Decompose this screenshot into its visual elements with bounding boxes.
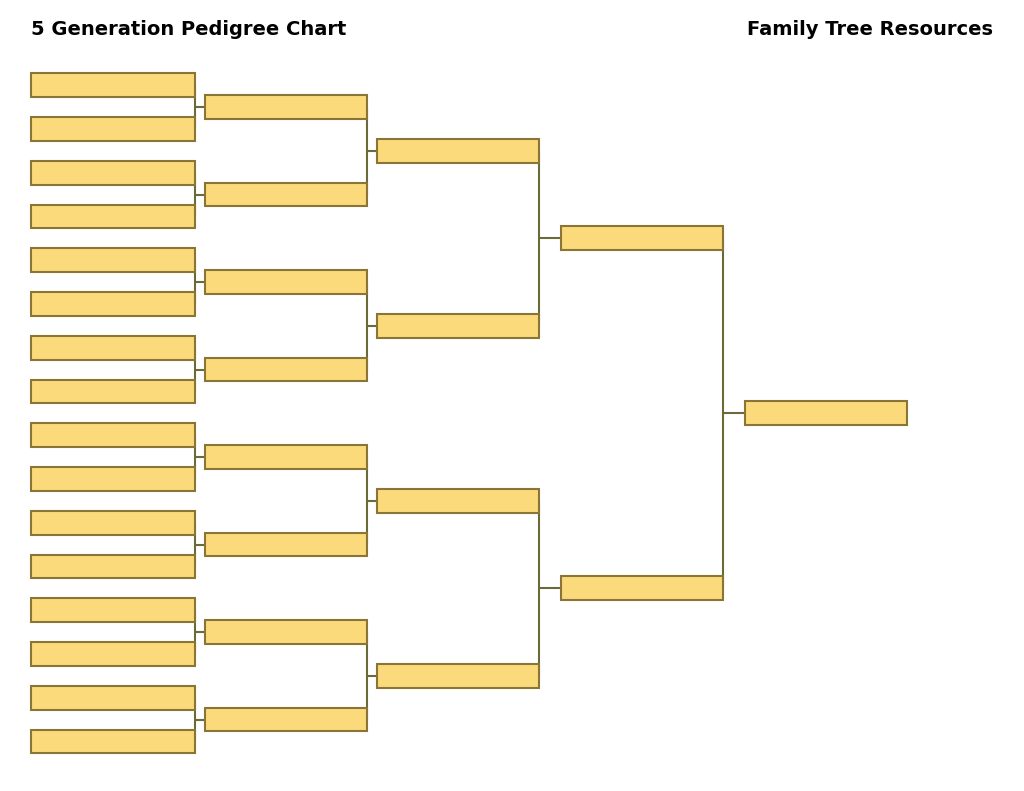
FancyBboxPatch shape <box>377 489 539 513</box>
FancyBboxPatch shape <box>31 380 195 403</box>
FancyBboxPatch shape <box>745 401 907 426</box>
FancyBboxPatch shape <box>31 292 195 316</box>
FancyBboxPatch shape <box>31 248 195 272</box>
FancyBboxPatch shape <box>205 532 367 556</box>
FancyBboxPatch shape <box>31 642 195 666</box>
FancyBboxPatch shape <box>205 183 367 206</box>
FancyBboxPatch shape <box>377 314 539 338</box>
Text: Family Tree Resources: Family Tree Resources <box>748 20 993 39</box>
FancyBboxPatch shape <box>31 74 195 97</box>
FancyBboxPatch shape <box>31 511 195 535</box>
FancyBboxPatch shape <box>31 467 195 490</box>
FancyBboxPatch shape <box>561 226 723 250</box>
FancyBboxPatch shape <box>31 554 195 578</box>
FancyBboxPatch shape <box>31 686 195 710</box>
FancyBboxPatch shape <box>377 664 539 687</box>
FancyBboxPatch shape <box>205 708 367 732</box>
FancyBboxPatch shape <box>31 598 195 622</box>
FancyBboxPatch shape <box>31 729 195 753</box>
FancyBboxPatch shape <box>377 139 539 163</box>
FancyBboxPatch shape <box>31 205 195 229</box>
FancyBboxPatch shape <box>205 445 367 469</box>
FancyBboxPatch shape <box>561 577 723 600</box>
FancyBboxPatch shape <box>31 336 195 360</box>
FancyBboxPatch shape <box>205 95 367 119</box>
FancyBboxPatch shape <box>205 358 367 381</box>
FancyBboxPatch shape <box>31 117 195 141</box>
FancyBboxPatch shape <box>205 271 367 294</box>
FancyBboxPatch shape <box>31 423 195 447</box>
Text: 5 Generation Pedigree Chart: 5 Generation Pedigree Chart <box>31 20 346 39</box>
FancyBboxPatch shape <box>31 161 195 184</box>
FancyBboxPatch shape <box>205 620 367 644</box>
